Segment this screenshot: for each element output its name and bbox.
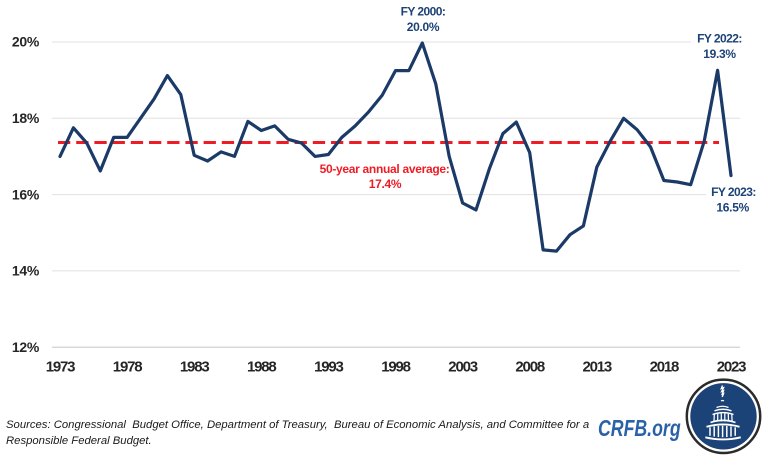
svg-text:18%: 18% — [12, 110, 40, 126]
svg-text:1973: 1973 — [46, 359, 75, 376]
svg-text:2003: 2003 — [448, 359, 477, 376]
svg-text:20.0%: 20.0% — [407, 20, 440, 34]
svg-text:16%: 16% — [12, 186, 40, 202]
svg-text:1988: 1988 — [247, 359, 276, 376]
svg-text:2013: 2013 — [583, 359, 612, 376]
svg-text:17.4%: 17.4% — [369, 177, 402, 191]
svg-text:12%: 12% — [12, 339, 40, 355]
svg-text:14%: 14% — [12, 263, 40, 279]
svg-text:1978: 1978 — [113, 359, 142, 376]
svg-text:2018: 2018 — [650, 359, 679, 376]
svg-text:1998: 1998 — [381, 359, 410, 376]
svg-text:FY 2022:: FY 2022: — [697, 32, 742, 46]
svg-text:16.5%: 16.5% — [716, 201, 749, 215]
svg-text:2023: 2023 — [717, 359, 746, 376]
svg-text:19.3%: 19.3% — [703, 47, 736, 61]
svg-text:FY 2023:: FY 2023: — [711, 185, 756, 199]
svg-text:1983: 1983 — [180, 359, 209, 376]
svg-text:2008: 2008 — [515, 359, 544, 376]
svg-text:1993: 1993 — [314, 359, 343, 376]
svg-text:50-year annual average:: 50-year annual average: — [320, 162, 450, 176]
svg-text:20%: 20% — [12, 34, 40, 50]
svg-text:FY 2000:: FY 2000: — [401, 5, 446, 19]
